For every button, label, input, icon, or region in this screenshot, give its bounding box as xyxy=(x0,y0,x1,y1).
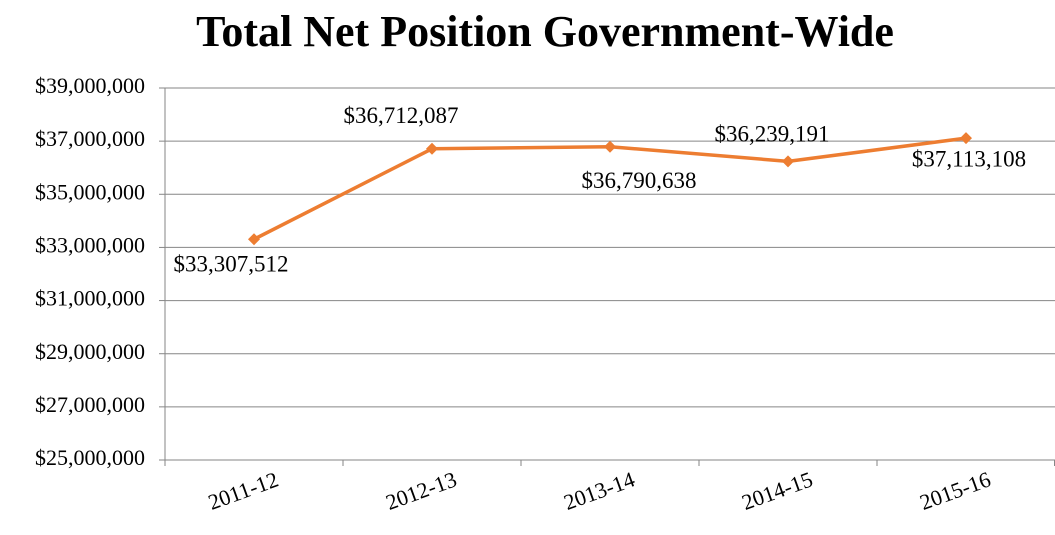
x-tick-label: 2011-12 xyxy=(205,467,282,515)
chart-title: Total Net Position Government-Wide xyxy=(196,7,894,56)
data-label: $36,712,087 xyxy=(344,103,459,128)
x-tick-label: 2015-16 xyxy=(916,466,993,515)
data-label: $37,113,108 xyxy=(912,146,1026,171)
y-tick-label: $39,000,000 xyxy=(35,73,145,98)
data-label: $36,790,638 xyxy=(582,168,697,193)
y-tick-label: $37,000,000 xyxy=(35,126,145,151)
y-tick-label: $35,000,000 xyxy=(35,179,145,204)
y-tick-label: $27,000,000 xyxy=(35,392,145,417)
data-label: $33,307,512 xyxy=(174,252,289,277)
x-tick-label: 2013-14 xyxy=(560,466,637,515)
data-point xyxy=(248,233,260,246)
y-tick-label: $25,000,000 xyxy=(35,445,145,470)
y-tick-label: $31,000,000 xyxy=(35,286,145,311)
data-point xyxy=(604,140,616,153)
data-point xyxy=(426,142,438,155)
data-point xyxy=(782,155,794,168)
data-point xyxy=(960,132,972,145)
data-label: $36,239,191 xyxy=(715,122,830,147)
y-tick-label: $33,000,000 xyxy=(35,232,145,257)
x-tick-label: 2012-13 xyxy=(382,466,459,515)
y-tick-label: $29,000,000 xyxy=(35,339,145,364)
x-tick-label: 2014-15 xyxy=(738,466,815,515)
